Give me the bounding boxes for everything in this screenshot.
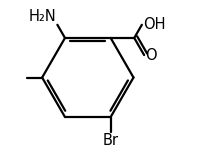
Text: Br: Br (103, 133, 119, 148)
Text: OH: OH (143, 17, 166, 31)
Text: H₂N: H₂N (29, 9, 57, 24)
Text: O: O (145, 48, 157, 63)
